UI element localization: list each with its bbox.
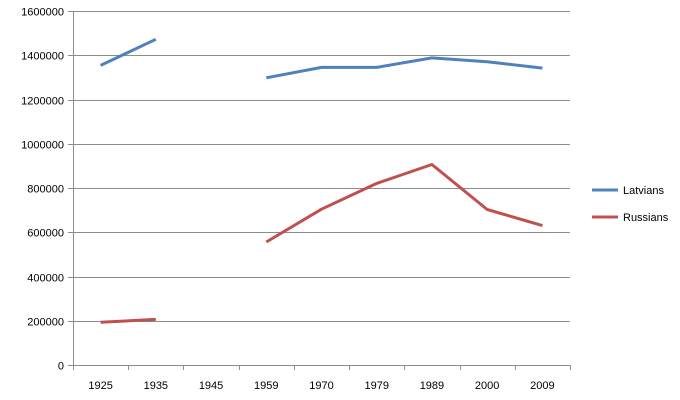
- x-tick-label: 1935: [144, 380, 168, 392]
- gridlines: [73, 11, 570, 322]
- series-russians: [100, 163, 543, 324]
- series-latvians: [99, 37, 543, 80]
- y-tick-label: 600000: [27, 228, 64, 240]
- x-tick-label: 1959: [254, 380, 278, 392]
- x-tick-label: 1925: [88, 380, 112, 392]
- x-tick-label: 1989: [420, 380, 444, 392]
- legend: Latvians Russians: [592, 185, 669, 224]
- y-tick-label: 1400000: [21, 51, 64, 63]
- legend-label: Russians: [623, 212, 669, 224]
- legend-item-russians: Russians: [592, 212, 669, 224]
- x-tick-label: 1979: [364, 380, 388, 392]
- series-line-segment: [99, 37, 157, 67]
- series-lines: [99, 37, 543, 324]
- y-tick-label: 800000: [27, 184, 64, 196]
- x-tick-label: 2009: [530, 380, 554, 392]
- legend-item-latvians: Latvians: [592, 185, 664, 197]
- y-tick-label: 0: [58, 361, 64, 373]
- y-tick-label: 1000000: [21, 140, 64, 152]
- x-tick-label: 1945: [199, 380, 223, 392]
- legend-label: Latvians: [623, 185, 664, 197]
- y-tick-label: 1200000: [21, 96, 64, 108]
- x-tick-label: 2000: [475, 380, 499, 392]
- y-tick-label: 1600000: [21, 7, 64, 19]
- x-tick-label: 1970: [309, 380, 333, 392]
- series-line-segment: [265, 163, 543, 244]
- y-tick-label: 200000: [27, 317, 64, 329]
- axes: 0 200000 400000 600000 800000 1000000 1200000 1…: [21, 7, 571, 392]
- series-line-segment: [100, 317, 156, 324]
- series-line-segment: [266, 56, 543, 80]
- y-tick-label: 400000: [27, 273, 64, 285]
